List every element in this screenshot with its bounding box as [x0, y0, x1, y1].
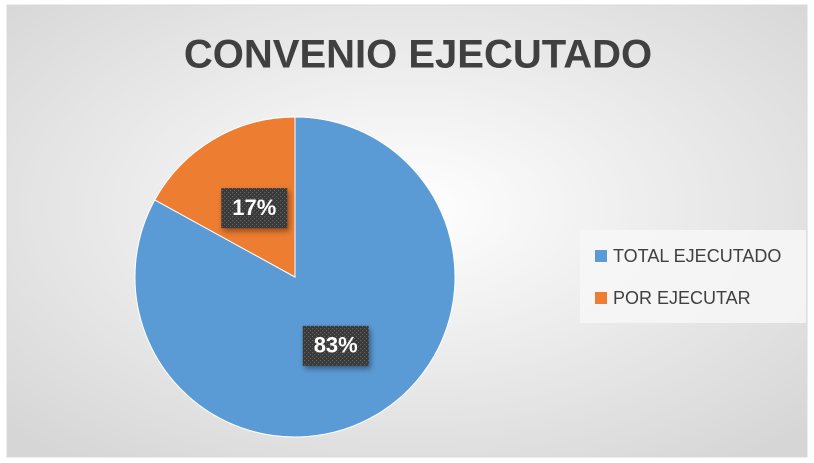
data-label-box	[302, 325, 369, 366]
data-label: 83%	[314, 333, 358, 358]
chart-title: CONVENIO EJECUTADO	[184, 33, 652, 77]
legend-box	[580, 230, 806, 323]
legend-swatch	[595, 250, 607, 262]
legend-swatch	[595, 292, 607, 304]
legend-label: TOTAL EJECUTADO	[613, 246, 781, 266]
data-label: 17%	[232, 195, 276, 220]
data-label-box	[221, 188, 288, 229]
legend-label: POR EJECUTAR	[613, 288, 751, 308]
